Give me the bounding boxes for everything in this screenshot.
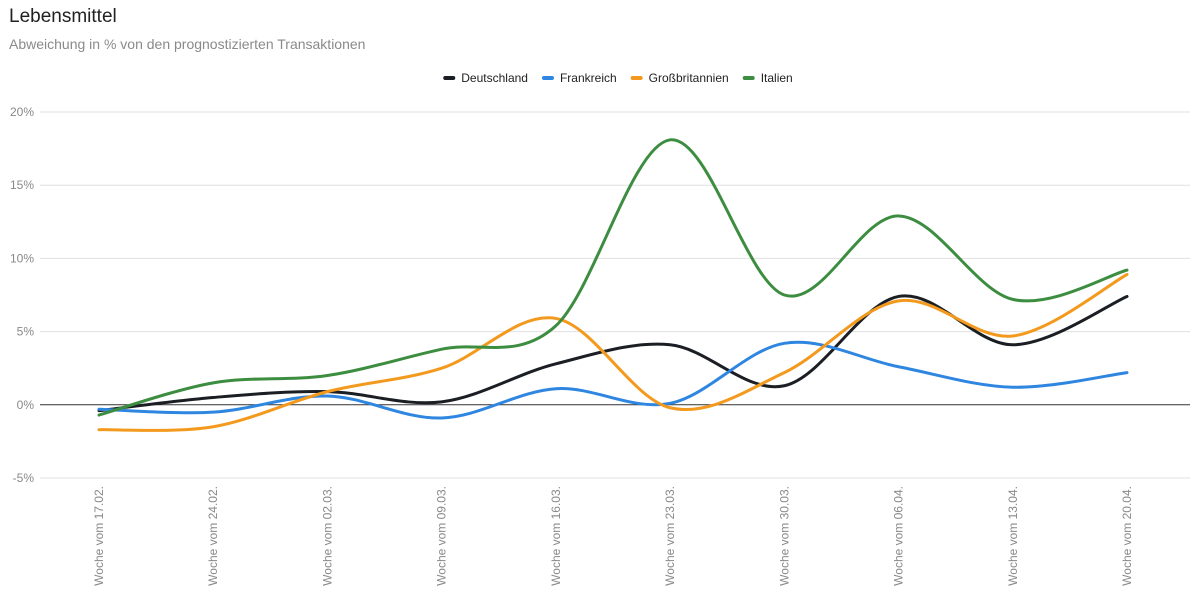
legend-label: Frankreich (560, 71, 617, 85)
legend-swatch (630, 76, 643, 80)
x-axis-ticks: Woche vom 17.02. Woche vom 24.02. Woche vo… (92, 486, 1134, 586)
legend-swatch (443, 76, 456, 80)
y-tick-label: 0% (17, 398, 35, 412)
x-tick-label: Woche vom 23.03. (663, 486, 677, 586)
series-line-großbritannien (97, 273, 1129, 432)
chart-title: Lebensmittel (9, 6, 117, 27)
series-line-deutschland (97, 294, 1129, 413)
x-tick-label: Woche vom 06.04. (892, 486, 906, 586)
legend-item-italien[interactable]: Italien (742, 71, 793, 85)
legend-label: Italien (761, 71, 793, 85)
legend-item-großbritannien[interactable]: Großbritannien (630, 71, 729, 85)
x-tick-label: Woche vom 13.04. (1006, 486, 1020, 586)
y-tick-label: 5% (17, 325, 35, 339)
series-line-frankreich (97, 340, 1129, 420)
legend-swatch (541, 76, 554, 80)
legend-label: Deutschland (461, 71, 528, 85)
legend-swatch (742, 76, 755, 80)
y-tick-label: 20% (10, 105, 34, 119)
chart-subtitle: Abweichung in % von den prognostizierten… (9, 36, 366, 52)
legend[interactable]: Deutschland Frankreich Großbritannien Itali… (443, 71, 793, 85)
series-line-italien (97, 138, 1129, 417)
y-tick-label: -5% (13, 471, 35, 485)
x-tick-label: Woche vom 30.03. (777, 486, 791, 586)
x-tick-label: Woche vom 20.04. (1120, 486, 1134, 586)
y-tick-label: 15% (10, 178, 34, 192)
legend-label: Großbritannien (649, 71, 729, 85)
x-tick-label: Woche vom 02.03. (320, 486, 334, 586)
x-tick-label: Woche vom 17.02. (92, 486, 106, 586)
x-tick-label: Woche vom 16.03. (549, 486, 563, 586)
y-tick-label: 10% (10, 251, 34, 265)
legend-item-frankreich[interactable]: Frankreich (541, 71, 617, 85)
grid-lines (40, 111, 1190, 479)
legend-item-deutschland[interactable]: Deutschland (443, 71, 528, 85)
y-axis-ticks: 20% 15% 10% 5% 0% -5% (10, 105, 34, 485)
x-tick-label: Woche vom 09.03. (435, 486, 449, 586)
x-tick-label: Woche vom 24.02. (206, 486, 220, 586)
series-lines (97, 138, 1129, 432)
